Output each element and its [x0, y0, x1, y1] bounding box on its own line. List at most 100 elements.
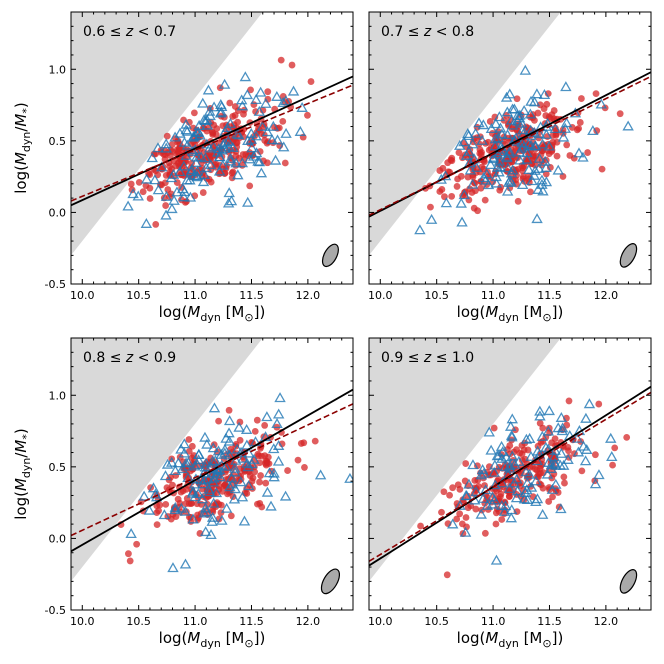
red-circle-point	[477, 184, 485, 192]
blue-triangle-point	[220, 460, 232, 471]
red-circle-point	[185, 447, 193, 455]
blue-triangle-point	[475, 508, 487, 519]
red-circle-point	[264, 159, 271, 167]
blue-triangle-point	[532, 183, 544, 194]
red-circle-point	[472, 505, 480, 513]
blue-triangle-point	[216, 514, 228, 525]
red-circle-point	[553, 152, 561, 160]
red-circle-point	[456, 510, 464, 518]
blue-triangle-point	[511, 473, 523, 484]
blue-triangle-point	[523, 163, 535, 174]
blue-triangle-point	[519, 64, 532, 75]
blue-triangle-point	[506, 413, 518, 424]
red-circle-point	[229, 113, 237, 120]
blue-triangle-point	[190, 151, 203, 162]
red-circle-point	[228, 174, 236, 182]
blue-triangle-point	[140, 217, 153, 228]
blue-triangle-point	[235, 94, 248, 105]
red-circle-point	[545, 498, 553, 505]
blue-triangle-point	[456, 216, 468, 227]
red-circle-point	[125, 550, 132, 558]
blue-triangle-point	[206, 455, 219, 466]
blue-triangle-point	[555, 503, 567, 514]
red-circle-point	[178, 196, 185, 204]
blue-triangle-point	[488, 466, 500, 477]
blue-triangle-point	[455, 197, 467, 208]
blue-triangle-point	[227, 141, 239, 152]
red-circle-point	[449, 484, 457, 492]
blue-triangle-point	[513, 455, 525, 466]
x-tick-label: 12.0	[296, 289, 321, 302]
red-circle-point	[453, 515, 461, 523]
y-tick-label: 1.0	[49, 63, 67, 76]
red-circle-point	[481, 196, 489, 204]
blue-triangle-point	[493, 111, 506, 122]
blue-triangle-point	[242, 135, 254, 146]
x-tick-label: 11.5	[239, 615, 264, 628]
blue-triangle-point	[272, 455, 285, 466]
red-circle-point	[542, 170, 550, 178]
blue-triangle-point	[622, 120, 634, 131]
blue-triangle-point	[466, 138, 479, 149]
blue-triangle-point	[520, 466, 532, 477]
x-axis: 10.0 10.5 11.0 11.5 12.0	[70, 338, 354, 628]
error-ellipse	[619, 243, 638, 268]
blue-triangle-point	[501, 185, 514, 196]
blue-triangle-point	[505, 167, 518, 178]
blue-triangle-point	[169, 504, 181, 515]
red-circle-point	[548, 439, 556, 447]
blue-triangle-point	[562, 453, 574, 464]
blue-triangle-point	[280, 95, 292, 106]
red-circle-point	[470, 204, 478, 212]
red-circle-point	[261, 137, 269, 144]
blue-triangle-point	[523, 468, 536, 479]
blue-triangle-point	[152, 142, 164, 153]
blue-triangle-point	[189, 460, 201, 471]
red-circle-point	[246, 472, 254, 480]
red-circle-point	[247, 86, 254, 94]
red-circle-point	[250, 463, 258, 471]
blue-triangle-point	[184, 191, 197, 202]
blue-triangle-point	[314, 469, 327, 480]
blue-triangle-point	[217, 159, 229, 170]
blue-triangle-point	[233, 421, 245, 432]
red-circle-point	[438, 186, 446, 193]
y-tick-label: 0.0	[49, 206, 67, 219]
blue-triangle-point	[605, 432, 617, 443]
blue-triangle-point	[233, 129, 245, 140]
blue-triangle-point	[174, 127, 186, 138]
blue-triangle-point	[236, 100, 249, 111]
red-circle-point	[455, 149, 463, 156]
blue-triangle-point	[545, 458, 558, 469]
red-circle-point	[163, 132, 171, 140]
red-circle-point	[497, 490, 505, 498]
blue-triangle-point	[203, 486, 216, 497]
blue-triangle-point	[506, 119, 519, 130]
red-circle-point	[462, 514, 470, 521]
blue-triangle-point	[146, 152, 158, 163]
blue-triangle-point	[440, 197, 453, 208]
red-circle-point	[227, 512, 235, 520]
blue-triangle-point	[210, 487, 223, 498]
error-ellipse	[320, 568, 341, 595]
red-circle-point	[226, 99, 234, 107]
red-circle-point	[471, 187, 479, 195]
blue-triangle-point	[193, 119, 205, 130]
blue-triangle-point	[228, 493, 241, 504]
x-tick-label: 10.0	[70, 615, 95, 628]
blue-triangle-point	[243, 153, 256, 164]
red-circle-point	[284, 467, 291, 474]
dashed-fit-line	[369, 391, 651, 563]
red-circle-point	[508, 436, 516, 444]
blue-triangle-point	[197, 97, 209, 108]
red-circle-point	[261, 422, 269, 429]
blue-triangle-point	[207, 476, 219, 487]
red-circle-point	[209, 508, 217, 516]
blue-triangle-point	[187, 131, 199, 142]
red-circle-point	[164, 186, 172, 193]
red-circle-point	[153, 521, 161, 529]
red-circle-point	[544, 90, 552, 98]
red-circle-point	[490, 424, 498, 432]
blue-triangle-point	[269, 154, 282, 165]
red-circle-point	[188, 500, 195, 507]
